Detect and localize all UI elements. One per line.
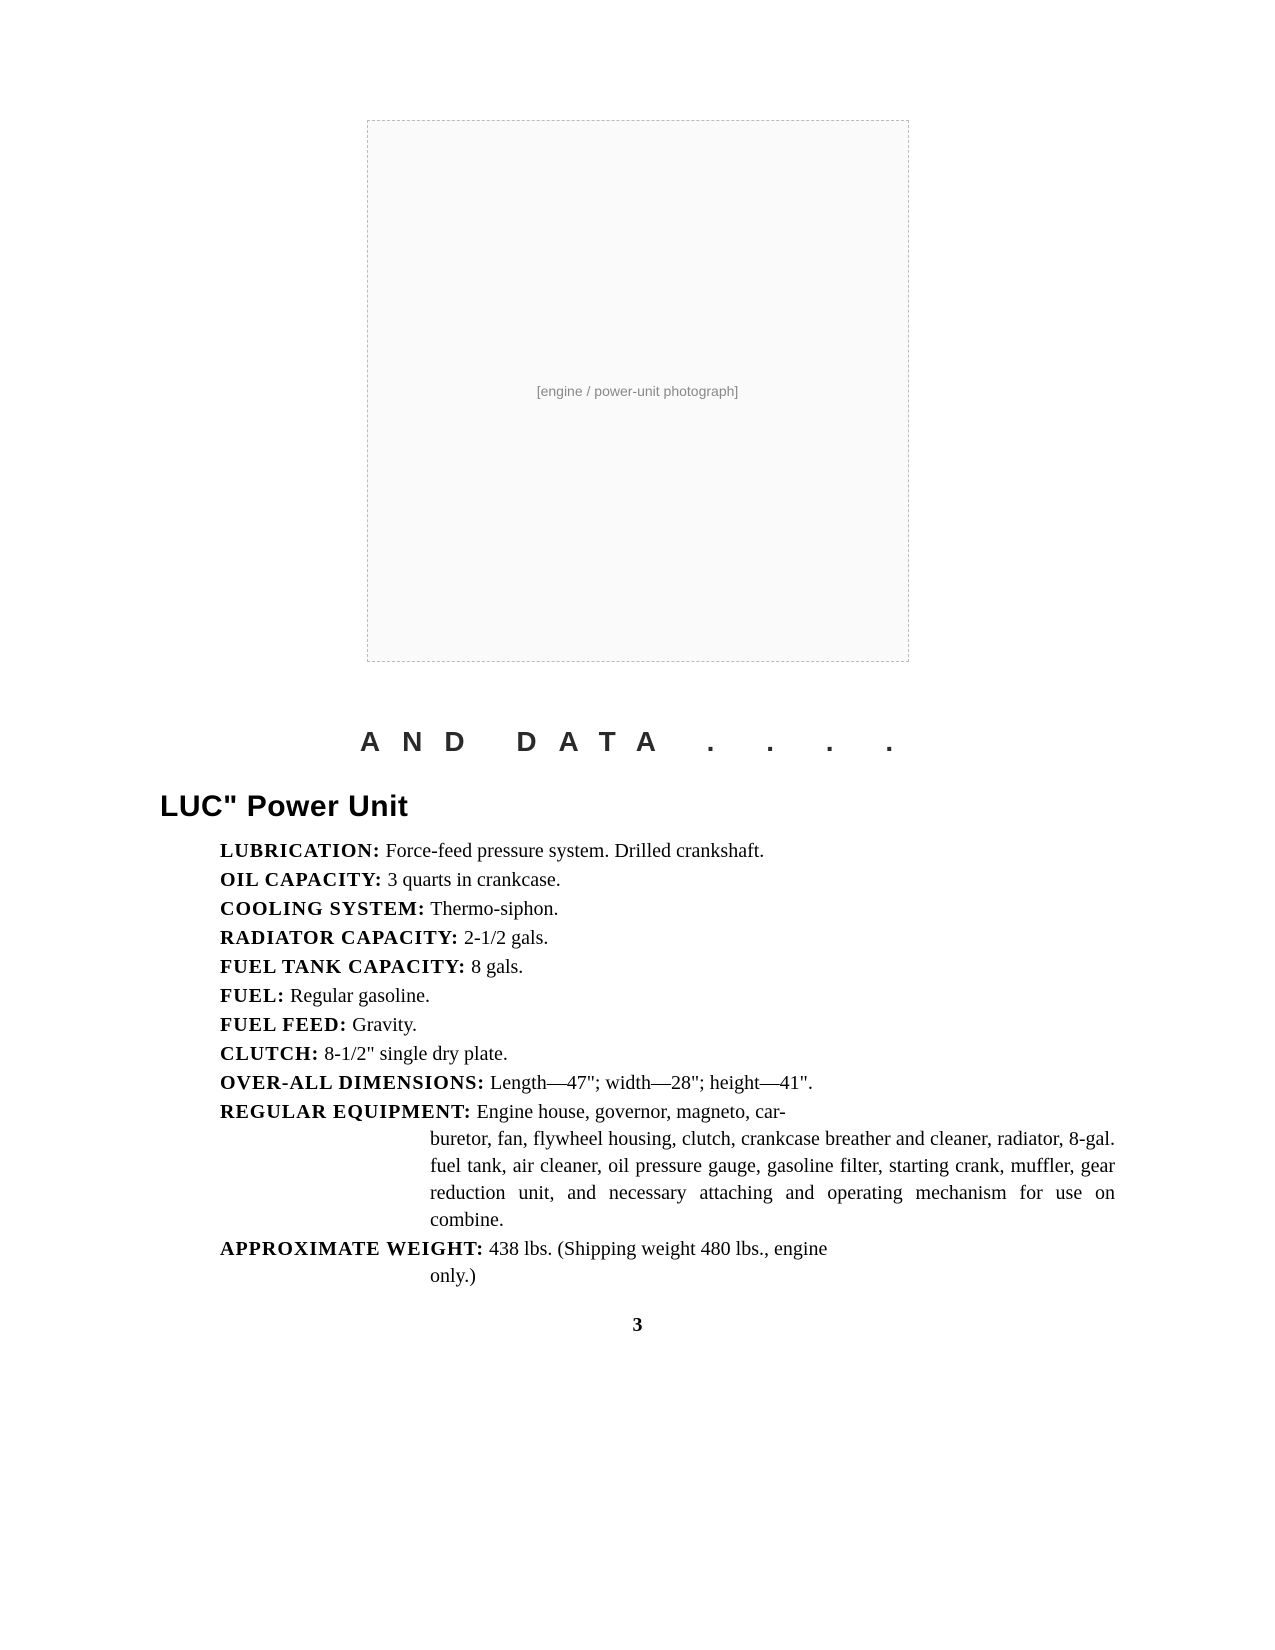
spec-row: REGULAR EQUIPMENT: Engine house, governo… bbox=[220, 1099, 940, 1126]
spec-row: RADIATOR CAPACITY: 2-1/2 gals. bbox=[220, 925, 940, 952]
spec-value: Engine house, governor, magneto, car- bbox=[477, 1101, 786, 1123]
section-banner: AND DATA . . . . bbox=[160, 720, 1115, 764]
spec-row: FUEL FEED: Gravity. bbox=[220, 1012, 940, 1039]
page-title: LUC" Power Unit bbox=[160, 790, 1115, 824]
spec-row: COOLING SYSTEM: Thermo-siphon. bbox=[220, 896, 940, 923]
spec-value: 438 lbs. (Shipping weight 480 lbs., engi… bbox=[489, 1238, 827, 1260]
document-page: [engine / power-unit photograph] AND DAT… bbox=[0, 0, 1275, 1397]
spec-value: Regular gasoline. bbox=[290, 985, 430, 1007]
spec-value: Length—47"; width—28"; height—41". bbox=[490, 1072, 813, 1094]
spec-label: OVER-ALL DIMENSIONS: bbox=[220, 1072, 485, 1094]
spec-row: CLUTCH: 8-1/2" single dry plate. bbox=[220, 1041, 940, 1068]
spec-label: OIL CAPACITY: bbox=[220, 869, 382, 891]
spec-label: FUEL FEED: bbox=[220, 1014, 347, 1036]
spec-row: FUEL TANK CAPACITY: 8 gals. bbox=[220, 954, 940, 981]
spec-row: OVER-ALL DIMENSIONS: Length—47"; width—2… bbox=[220, 1070, 940, 1097]
spec-row: LUBRICATION: Force-feed pressure system.… bbox=[220, 838, 940, 865]
spec-label: CLUTCH: bbox=[220, 1043, 319, 1065]
spec-value: Gravity. bbox=[352, 1014, 417, 1036]
spec-value: Thermo-siphon. bbox=[430, 898, 558, 920]
spec-row: FUEL: Regular gasoline. bbox=[220, 983, 940, 1010]
spec-continuation: buretor, fan, flywheel housing, clutch, … bbox=[220, 1126, 1115, 1234]
spec-label: FUEL: bbox=[220, 985, 285, 1007]
spec-continuation: only.) bbox=[220, 1263, 1115, 1290]
spec-value: 8 gals. bbox=[471, 956, 523, 978]
spec-value: 3 quarts in crankcase. bbox=[387, 869, 560, 891]
spec-row: OIL CAPACITY: 3 quarts in crankcase. bbox=[220, 867, 940, 894]
spec-label: APPROXIMATE WEIGHT: bbox=[220, 1238, 484, 1260]
engine-illustration: [engine / power-unit photograph] bbox=[367, 120, 909, 662]
spec-label: LUBRICATION: bbox=[220, 840, 381, 862]
spec-label: RADIATOR CAPACITY: bbox=[220, 927, 459, 949]
spec-value: 8-1/2" single dry plate. bbox=[324, 1043, 508, 1065]
spec-list: LUBRICATION: Force-feed pressure system.… bbox=[220, 838, 1115, 1290]
page-number: 3 bbox=[160, 1314, 1115, 1337]
spec-row: APPROXIMATE WEIGHT: 438 lbs. (Shipping w… bbox=[220, 1236, 940, 1263]
spec-label: FUEL TANK CAPACITY: bbox=[220, 956, 466, 978]
spec-value: Force-feed pressure system. Drilled cran… bbox=[386, 840, 765, 862]
spec-label: COOLING SYSTEM: bbox=[220, 898, 426, 920]
figure-area: [engine / power-unit photograph] bbox=[160, 120, 1115, 700]
spec-value: 2-1/2 gals. bbox=[464, 927, 548, 949]
spec-label: REGULAR EQUIPMENT: bbox=[220, 1101, 472, 1123]
